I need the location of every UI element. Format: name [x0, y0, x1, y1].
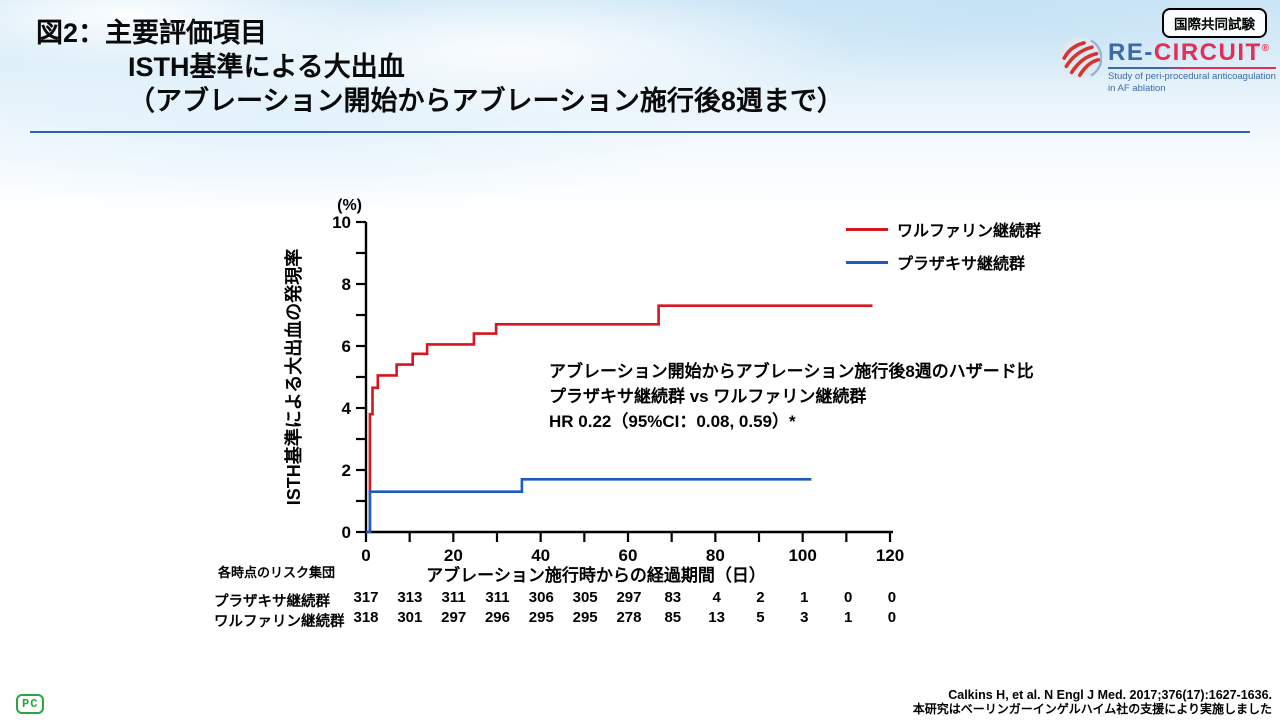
- svg-text:80: 80: [706, 546, 725, 565]
- risk-count: 2: [756, 589, 765, 606]
- page-title: 図2：主要評価項目 ISTH基準による大出血 （アブレーション開始からアブレーシ…: [36, 16, 844, 118]
- risk-count: 318: [353, 609, 379, 626]
- legend-label-prazaxa: プラザキサ継続群: [897, 256, 1026, 273]
- risk-count: 317: [353, 589, 379, 606]
- citation-text: Calkins H, et al. N Engl J Med. 2017;376…: [948, 688, 1272, 702]
- risk-count: 295: [572, 609, 598, 626]
- svg-text:0: 0: [361, 546, 370, 565]
- risk-count: 13: [708, 609, 725, 626]
- annotation-line-1: アブレーション開始からアブレーション施行後8週のハザード比: [549, 362, 1034, 381]
- legend-entry-prazaxa: プラザキサ継続群: [846, 253, 1041, 273]
- risk-count: 83: [664, 589, 682, 606]
- risk-count: 306: [528, 589, 554, 606]
- global-trial-badge: 国際共同試験: [1162, 8, 1267, 38]
- prazaxa-line-swatch: [846, 260, 888, 264]
- logo-divider: [1108, 67, 1276, 69]
- hazard-ratio-annotation: アブレーション開始からアブレーション施行後8週のハザード比 プラザキサ継続群 v…: [549, 359, 1034, 434]
- annotation-line-2: プラザキサ継続群 vs ワルファリン継続群: [549, 387, 867, 406]
- risk-count: 1: [800, 589, 809, 606]
- svg-text:40: 40: [531, 546, 550, 565]
- chart-legend: ワルファリン継続群 プラザキサ継続群: [846, 220, 1041, 286]
- globe-icon: [1058, 36, 1103, 94]
- logo-name: RE-CIRCUIT®: [1108, 36, 1276, 66]
- risk-table-title: 各時点のリスク集団: [218, 565, 336, 580]
- risk-row-label-prazaxa: プラザキサ継続群: [214, 594, 330, 610]
- logo-subtitle-1: Study of peri-procedural anticoagulation: [1108, 71, 1276, 82]
- support-text: 本研究はベーリンガーインゲルハイム社の支援により実施しました: [912, 702, 1272, 716]
- logo-text: RE-CIRCUIT® Study of peri-procedural ant…: [1108, 36, 1276, 94]
- registered-mark: ®: [1261, 43, 1270, 54]
- svg-text:100: 100: [788, 546, 816, 565]
- svg-text:4: 4: [342, 399, 352, 418]
- risk-count: 0: [843, 589, 853, 606]
- risk-count: 301: [397, 609, 423, 626]
- risk-count: 296: [484, 609, 510, 626]
- risk-count: 278: [616, 609, 642, 626]
- risk-count: 5: [756, 609, 765, 626]
- logo-subtitle-2: in AF ablation: [1108, 82, 1166, 94]
- svg-text:0: 0: [342, 523, 351, 542]
- risk-row-values-warfarin: 318 301 297 296 295 295 278 85 13 5 3 1 0: [348, 609, 910, 626]
- svg-text:120: 120: [876, 546, 904, 565]
- risk-count: 0: [887, 609, 897, 626]
- risk-count: 295: [528, 609, 554, 626]
- risk-count: 85: [664, 609, 682, 626]
- footer: Calkins H, et al. N Engl J Med. 2017;376…: [913, 688, 1272, 716]
- risk-row-values-prazaxa: 317 313 311 311 306 305 297 83 4 2 1 0 0: [348, 589, 910, 606]
- risk-row-label-warfarin: ワルファリン継続群: [214, 614, 345, 630]
- risk-count: 297: [616, 589, 642, 606]
- legend-entry-warfarin: ワルファリン継続群: [846, 220, 1042, 240]
- risk-count: 3: [800, 609, 809, 626]
- header-divider: [30, 131, 1250, 133]
- annotation-line-3: HR 0.22（95%CI：0.08, 0.59）*: [549, 412, 796, 431]
- title-line-1: 図2：主要評価項目: [36, 18, 268, 48]
- svg-text:アブレーション施行時からの経過期間（日）: アブレーション施行時からの経過期間（日）: [426, 565, 766, 585]
- svg-text:60: 60: [619, 546, 638, 565]
- risk-count: 311: [485, 589, 510, 606]
- title-line-3: （アブレーション開始からアブレーション施行後8週まで）: [128, 86, 844, 116]
- warfarin-line-swatch: [846, 227, 888, 231]
- title-line-2: ISTH基準による大出血: [128, 52, 405, 82]
- logo-name-circuit: CIRCUIT: [1153, 39, 1262, 66]
- risk-count: 305: [572, 589, 598, 606]
- risk-count: 311: [441, 589, 466, 606]
- risk-count: 297: [441, 609, 467, 626]
- risk-count: 4: [712, 589, 721, 606]
- svg-text:8: 8: [342, 275, 351, 294]
- logo-name-re: RE-: [1108, 39, 1154, 66]
- risk-count: 313: [397, 589, 423, 606]
- svg-text:(%): (%): [337, 197, 362, 214]
- pc-mark: PC: [16, 694, 45, 714]
- risk-count: 0: [887, 589, 897, 606]
- risk-count: 1: [843, 609, 853, 626]
- svg-text:20: 20: [444, 546, 463, 565]
- svg-text:6: 6: [342, 337, 351, 356]
- svg-text:2: 2: [342, 461, 351, 480]
- svg-text:ISTH基準による大出血の発現率: ISTH基準による大出血の発現率: [283, 249, 304, 505]
- re-circuit-logo: RE-CIRCUIT® Study of peri-procedural ant…: [1058, 36, 1276, 94]
- legend-label-warfarin: ワルファリン継続群: [897, 223, 1042, 240]
- svg-text:10: 10: [332, 213, 351, 232]
